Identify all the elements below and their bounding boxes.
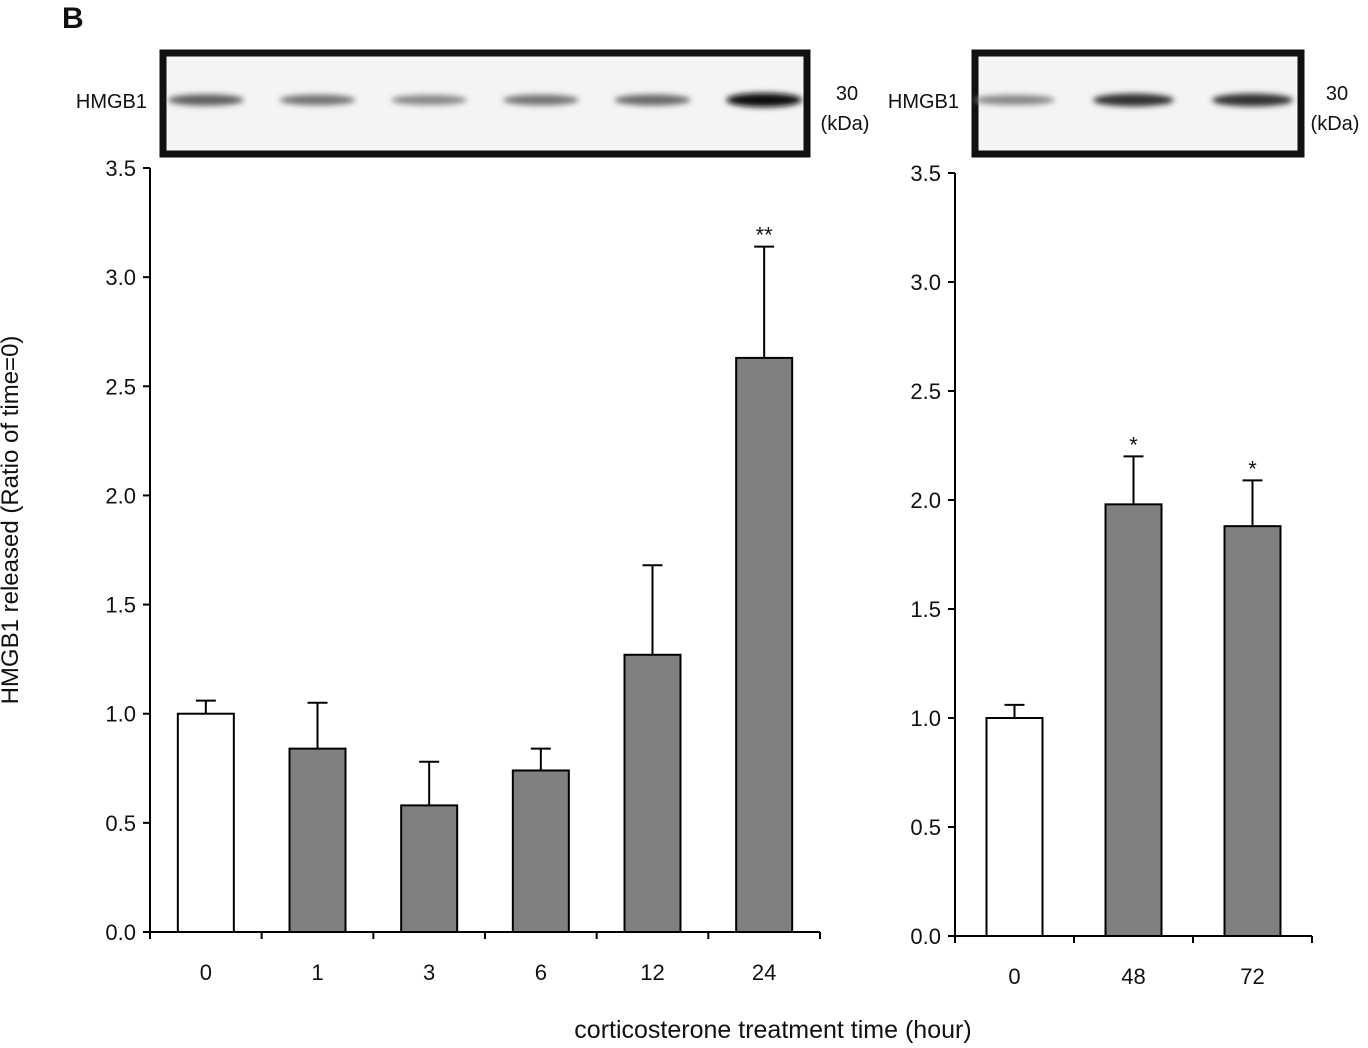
x-tick-label: 24 — [752, 960, 776, 985]
x-tick-label: 12 — [640, 960, 664, 985]
x-tick-label: 0 — [200, 960, 212, 985]
bar-72 — [1223, 525, 1282, 937]
blot-marker: 30 — [1326, 83, 1348, 105]
blot-label: HMGB1 — [888, 91, 959, 113]
y-tick-label: 2.0 — [105, 483, 136, 508]
blot-band — [974, 94, 1055, 106]
blot-band — [279, 94, 356, 106]
x-tick-label: 72 — [1240, 964, 1264, 989]
x-tick-label: 6 — [535, 960, 547, 985]
x-tick-label: 48 — [1121, 964, 1145, 989]
significance-marker: * — [1129, 432, 1138, 457]
blot-marker-unit: (kDa) — [1311, 113, 1360, 135]
x-axis-label: corticosterone treatment time (hour) — [574, 1016, 971, 1044]
y-tick-label: 0.5 — [105, 811, 136, 836]
y-tick-label: 3.5 — [105, 156, 136, 181]
blot-band — [391, 94, 468, 106]
bar-0 — [176, 712, 235, 934]
y-tick-label: 1.5 — [910, 597, 941, 622]
bar-1 — [288, 747, 347, 934]
blot-label: HMGB1 — [76, 91, 147, 113]
panel-label: B — [62, 2, 84, 35]
blot-band — [726, 93, 803, 107]
bar-24 — [735, 356, 794, 933]
y-tick-label: 3.5 — [910, 161, 941, 186]
blot-band — [1093, 93, 1174, 107]
y-tick-label: 3.0 — [105, 265, 136, 290]
blot-marker-unit: (kDa) — [821, 113, 870, 135]
y-tick-label: 0.0 — [910, 924, 941, 949]
x-tick-label: 1 — [311, 960, 323, 985]
x-tick-label: 0 — [1008, 964, 1020, 989]
western-blot-0 — [159, 49, 811, 158]
bar-12 — [623, 653, 682, 934]
y-tick-label: 2.5 — [910, 379, 941, 404]
bar-3 — [400, 804, 459, 933]
significance-marker: * — [1248, 456, 1257, 481]
blot-band — [167, 94, 244, 106]
bar-0 — [985, 717, 1044, 937]
bar-48 — [1104, 503, 1163, 937]
y-tick-label: 1.0 — [105, 702, 136, 727]
blot-band — [1212, 93, 1293, 107]
blot-band — [502, 94, 579, 106]
bar-6 — [511, 769, 570, 933]
y-tick-label: 2.5 — [105, 374, 136, 399]
x-tick-label: 3 — [423, 960, 435, 985]
y-tick-label: 0.0 — [105, 920, 136, 945]
y-tick-label: 1.0 — [910, 706, 941, 731]
y-tick-label: 2.0 — [910, 488, 941, 513]
blot-band — [614, 94, 691, 106]
y-axis-label: HMGB1 released (Ratio of time=0) — [0, 336, 24, 705]
significance-marker: ** — [756, 223, 774, 248]
y-tick-label: 0.5 — [910, 815, 941, 840]
blot-marker: 30 — [836, 83, 858, 105]
y-tick-label: 3.0 — [910, 270, 941, 295]
y-tick-label: 1.5 — [105, 593, 136, 618]
